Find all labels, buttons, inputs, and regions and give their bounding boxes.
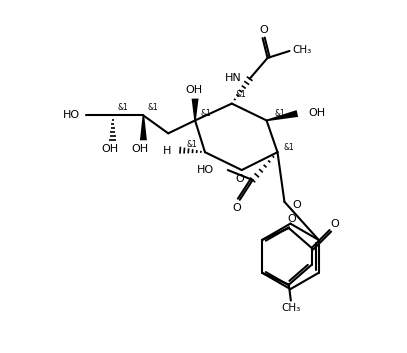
Text: O: O bbox=[292, 200, 301, 210]
Polygon shape bbox=[192, 98, 199, 120]
Text: OH: OH bbox=[186, 85, 203, 95]
Text: HO: HO bbox=[63, 110, 80, 120]
Text: CH₃: CH₃ bbox=[281, 304, 300, 313]
Polygon shape bbox=[140, 115, 147, 140]
Text: &1: &1 bbox=[201, 109, 211, 118]
Text: OH: OH bbox=[308, 108, 326, 118]
Text: &1: &1 bbox=[283, 143, 294, 152]
Text: CH₃: CH₃ bbox=[293, 45, 312, 55]
Text: HO: HO bbox=[197, 165, 214, 175]
Text: OH: OH bbox=[101, 144, 118, 154]
Text: O: O bbox=[287, 214, 296, 224]
Polygon shape bbox=[267, 110, 298, 121]
Text: O: O bbox=[232, 203, 241, 213]
Text: O: O bbox=[235, 174, 244, 184]
Text: &1: &1 bbox=[117, 103, 128, 112]
Text: &1: &1 bbox=[274, 109, 285, 118]
Text: &1: &1 bbox=[235, 90, 246, 99]
Text: HN: HN bbox=[225, 73, 242, 83]
Text: &1: &1 bbox=[148, 103, 159, 112]
Text: O: O bbox=[259, 25, 268, 35]
Text: &1: &1 bbox=[186, 140, 197, 149]
Text: OH: OH bbox=[132, 144, 149, 154]
Text: O: O bbox=[330, 219, 339, 229]
Text: H: H bbox=[163, 146, 171, 156]
